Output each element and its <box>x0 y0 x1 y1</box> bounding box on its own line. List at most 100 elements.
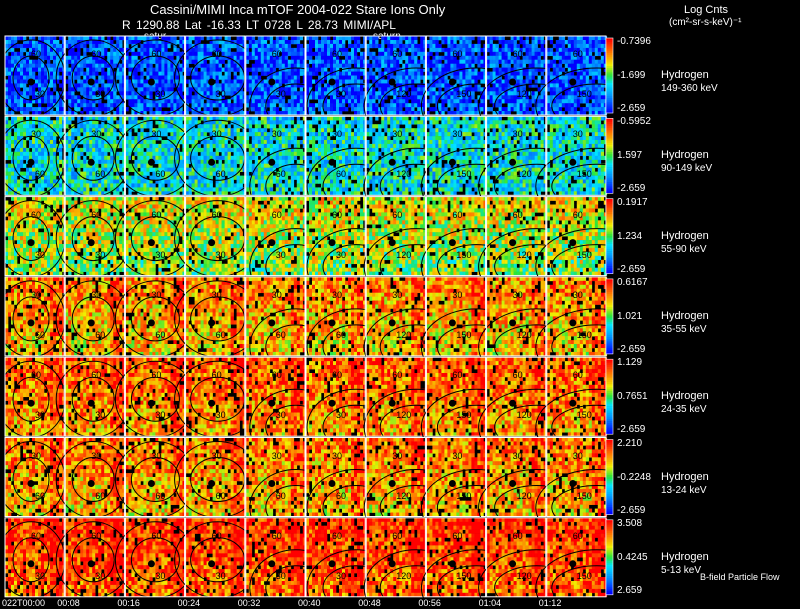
heatmap-cell <box>128 56 131 60</box>
heatmap-cell <box>143 80 146 84</box>
heatmap-cell <box>234 99 237 103</box>
heatmap-cell <box>83 36 86 40</box>
heatmap-cell <box>201 48 204 52</box>
heatmap-cell <box>59 107 62 111</box>
heatmap-cell <box>210 107 213 111</box>
heatmap-cell <box>44 52 47 56</box>
heatmap-cell <box>198 99 201 103</box>
heatmap-cell <box>104 76 107 80</box>
heatmap-cell <box>71 64 74 68</box>
heatmap-cell <box>95 64 98 68</box>
heatmap-cell <box>86 60 89 64</box>
heatmap-cell <box>219 68 222 72</box>
heatmap-cell <box>89 107 92 111</box>
heatmap-cell <box>164 68 167 72</box>
heatmap-cell <box>77 103 80 107</box>
heatmap-cell <box>225 103 228 107</box>
heatmap-cell <box>134 68 137 72</box>
heatmap-cell <box>204 76 207 80</box>
heatmap-cell <box>149 95 152 99</box>
heatmap-cell <box>113 64 116 68</box>
heatmap-cell <box>20 80 23 84</box>
heatmap-cell <box>98 36 101 40</box>
heatmap-cell <box>195 76 198 80</box>
heatmap-cell <box>107 95 110 99</box>
heatmap-cell <box>110 103 113 107</box>
heatmap-cell <box>146 72 149 76</box>
heatmap-cell <box>41 72 44 76</box>
heatmap-cell <box>11 99 14 103</box>
heatmap-cell <box>170 107 173 111</box>
heatmap-cell <box>53 95 56 99</box>
heatmap-cell <box>77 99 80 103</box>
heatmap-cell <box>158 68 161 72</box>
heatmap-cell <box>189 87 192 91</box>
heatmap-cell <box>80 64 83 68</box>
heatmap-cell <box>8 56 11 60</box>
heatmap-cell <box>110 95 113 99</box>
heatmap-cell <box>14 99 17 103</box>
heatmap-cell <box>68 72 71 76</box>
heatmap-cell <box>261 44 264 48</box>
heatmap-cell <box>92 72 95 76</box>
heatmap-cell <box>216 83 219 87</box>
heatmap-cell <box>29 40 32 44</box>
heatmap-cell <box>14 72 17 76</box>
heatmap-cell <box>38 103 41 107</box>
heatmap-cell <box>20 52 23 56</box>
heatmap-cell <box>137 107 140 111</box>
heatmap-cell <box>23 64 26 68</box>
heatmap-cell <box>131 52 134 56</box>
heatmap-cell <box>189 36 192 40</box>
heatmap-cell <box>26 64 29 68</box>
heatmap-cell <box>119 36 122 40</box>
heatmap-cell <box>23 87 26 91</box>
heatmap-cell <box>23 91 26 95</box>
heatmap-cell <box>83 80 86 84</box>
heatmap-cell <box>26 107 29 111</box>
heatmap-cell <box>95 80 98 84</box>
heatmap-cell <box>261 36 264 40</box>
heatmap-cell <box>8 83 11 87</box>
heatmap-cell <box>23 72 26 76</box>
heatmap-cell <box>137 68 140 72</box>
heatmap-cell <box>255 76 258 80</box>
heatmap-cell <box>249 52 252 56</box>
heatmap-cell <box>228 91 231 95</box>
heatmap-cell <box>167 36 170 40</box>
heatmap-cell <box>234 83 237 87</box>
heatmap-cell <box>210 87 213 91</box>
heatmap-cell <box>137 52 140 56</box>
heatmap-cell <box>101 60 104 64</box>
heatmap-cell <box>219 72 222 76</box>
heatmap-cell <box>32 60 35 64</box>
heatmap-cell <box>152 60 155 64</box>
heatmap-cell <box>80 87 83 91</box>
heatmap-cell <box>255 103 258 107</box>
heatmap-cell <box>17 36 20 40</box>
heatmap-cell <box>161 72 164 76</box>
heatmap-cell <box>41 68 44 72</box>
heatmap-cell <box>53 83 56 87</box>
heatmap-cell <box>38 60 41 64</box>
heatmap-cell <box>83 60 86 64</box>
heatmap-cell <box>47 95 50 99</box>
heatmap-cell <box>198 52 201 56</box>
heatmap-cell <box>207 68 210 72</box>
heatmap-cell <box>149 91 152 95</box>
heatmap-cell <box>98 103 101 107</box>
heatmap-cell <box>137 80 140 84</box>
heatmap-cell <box>134 56 137 60</box>
heatmap-cell <box>134 83 137 87</box>
heatmap-cell <box>252 52 255 56</box>
heatmap-cell <box>23 36 26 40</box>
heatmap-cell <box>92 60 95 64</box>
heatmap-cell <box>198 107 201 111</box>
heatmap-cell <box>17 44 20 48</box>
heatmap-cell <box>68 80 71 84</box>
heatmap-cell <box>216 40 219 44</box>
heatmap-cell <box>71 48 74 52</box>
heatmap-cell <box>119 44 122 48</box>
heatmap-cell <box>107 103 110 107</box>
heatmap-cell <box>161 64 164 68</box>
